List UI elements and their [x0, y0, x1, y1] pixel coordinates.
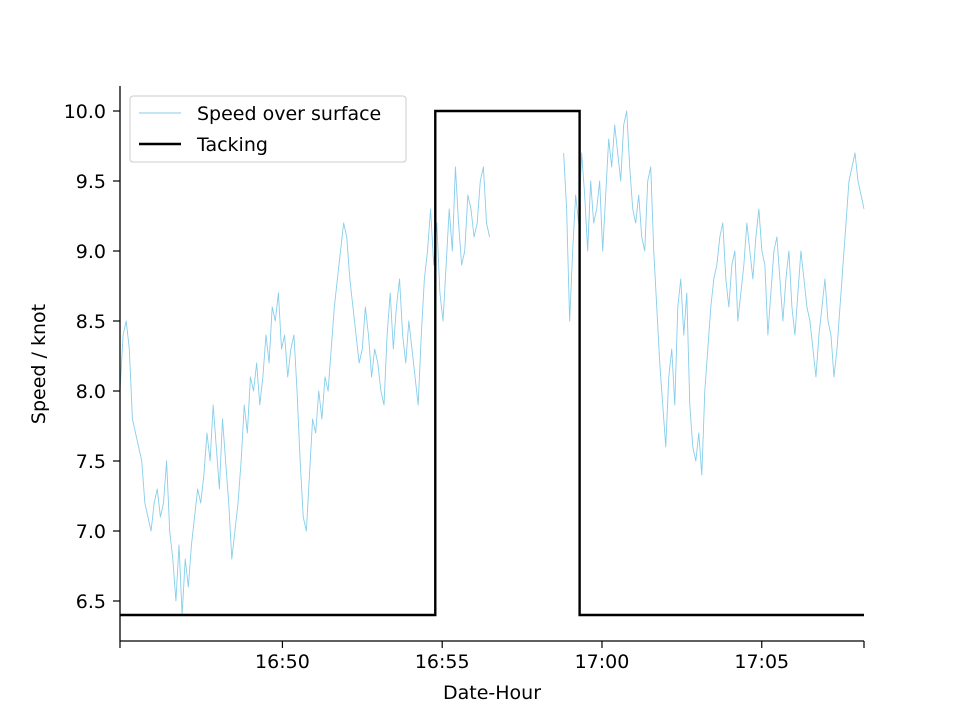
- speed-line-segment-2: [563, 110, 865, 476]
- legend-label-tacking: Tacking: [196, 134, 268, 156]
- x-tick-label: 16:55: [415, 651, 470, 673]
- legend-frame: [129, 95, 407, 163]
- x-tick-label: 17:05: [734, 651, 789, 673]
- y-tick-label: 7.0: [76, 521, 106, 543]
- x-tick-label: 16:50: [255, 651, 310, 673]
- legend-label-speed: Speed over surface: [197, 103, 381, 125]
- y-tick-label: 7.5: [76, 451, 106, 473]
- x-axis-label: Date-Hour: [443, 682, 541, 704]
- y-tick-label: 8.0: [76, 381, 106, 403]
- y-tick-label: 10.0: [64, 101, 106, 123]
- y-tick-label: 9.5: [76, 171, 106, 193]
- speed-line-segment-1: [119, 166, 491, 616]
- y-tick-label: 6.5: [76, 591, 106, 613]
- speed-series-layer: [119, 110, 865, 616]
- y-tick-label: 9.0: [76, 241, 106, 263]
- legend: Speed over surface Tacking: [129, 95, 407, 163]
- x-tick-label: 17:00: [575, 651, 630, 673]
- y-axis-label: Speed / knot: [28, 304, 50, 424]
- y-ticks: 6.5 7.0 7.5 8.0 8.5 9.0 9.5 10.0: [64, 101, 120, 613]
- y-tick-label: 8.5: [76, 311, 106, 333]
- x-ticks: 16:50 16:55 17:00 17:05: [119, 641, 865, 673]
- tacking-line: [120, 109, 864, 617]
- tacking-series-layer: [120, 109, 864, 617]
